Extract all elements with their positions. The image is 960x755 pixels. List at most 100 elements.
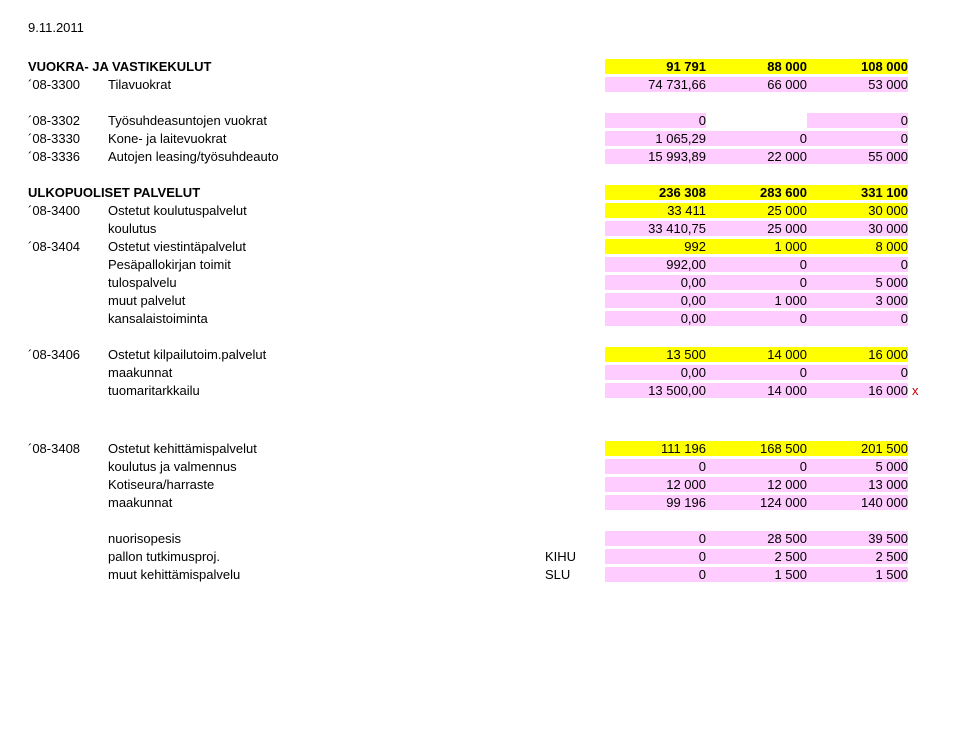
value-cell: 108 000 bbox=[807, 59, 908, 74]
account-row: ´08-3400Ostetut koulutuspalvelut 33 41125… bbox=[28, 201, 932, 219]
row-label: Autojen leasing/työsuhdeauto bbox=[108, 149, 545, 164]
row-label: Kotiseura/harraste bbox=[28, 477, 545, 492]
value-cell: 39 500 bbox=[807, 531, 908, 546]
value-cell: 1 500 bbox=[807, 567, 908, 582]
row-label: Pesäpallokirjan toimit bbox=[28, 257, 545, 272]
value-cell: 13 500 bbox=[605, 347, 706, 362]
value-cell: 1 000 bbox=[706, 239, 807, 254]
row-label: tuomaritarkkailu bbox=[28, 383, 545, 398]
row-label: maakunnat bbox=[28, 365, 545, 380]
sub-row: Pesäpallokirjan toimit992,0000 bbox=[28, 255, 932, 273]
value-cell: 0 bbox=[706, 257, 807, 272]
row-label: Ostetut kehittämispalvelut bbox=[108, 441, 545, 456]
row-label: Ostetut kilpailutoim.palvelut bbox=[108, 347, 545, 362]
account-code: ´08-3336 bbox=[28, 149, 108, 164]
value-cell: 1 500 bbox=[706, 567, 807, 582]
value-cell: 236 308 bbox=[605, 185, 706, 200]
value-cell: 0 bbox=[605, 531, 706, 546]
sub-row: kansalaistoiminta0,0000 bbox=[28, 309, 932, 327]
row-label: koulutus bbox=[28, 221, 545, 236]
value-cell: 1 065,29 bbox=[605, 131, 706, 146]
financial-table: VUOKRA- JA VASTIKEKULUT91 79188 000108 0… bbox=[28, 57, 932, 601]
value-cell: 124 000 bbox=[706, 495, 807, 510]
document-date: 9.11.2011 bbox=[28, 20, 932, 35]
value-cell: 0 bbox=[706, 459, 807, 474]
value-cell: 3 000 bbox=[807, 293, 908, 308]
value-cell: 992 bbox=[605, 239, 706, 254]
value-cell: 99 196 bbox=[605, 495, 706, 510]
value-cell: 140 000 bbox=[807, 495, 908, 510]
value-cell: 16 000 bbox=[807, 347, 908, 362]
account-row: ´08-3336Autojen leasing/työsuhdeauto 15 9… bbox=[28, 147, 932, 165]
value-cell: 5 000 bbox=[807, 275, 908, 290]
value-cell: 0 bbox=[706, 311, 807, 326]
row-label: pallon tutkimusproj. bbox=[28, 549, 545, 564]
value-cell: 0 bbox=[807, 311, 908, 326]
value-cell: 0 bbox=[807, 365, 908, 380]
value-cell: 28 500 bbox=[706, 531, 807, 546]
section-header: VUOKRA- JA VASTIKEKULUT91 79188 000108 0… bbox=[28, 57, 932, 75]
value-cell: 0 bbox=[807, 131, 908, 146]
value-cell: 0 bbox=[605, 113, 706, 128]
value-cell: 0,00 bbox=[605, 293, 706, 308]
value-cell: 0 bbox=[605, 459, 706, 474]
row-label: Tilavuokrat bbox=[108, 77, 545, 92]
value-cell: 0,00 bbox=[605, 311, 706, 326]
account-row: ´08-3406Ostetut kilpailutoim.palvelut13 … bbox=[28, 345, 932, 363]
value-cell: 55 000 bbox=[807, 149, 908, 164]
row-extra: SLU bbox=[545, 567, 605, 582]
value-cell: 0 bbox=[807, 257, 908, 272]
sub-row: muut palvelut 0,001 0003 000 bbox=[28, 291, 932, 309]
value-cell: 16 000 bbox=[807, 383, 908, 398]
value-cell: 0 bbox=[706, 365, 807, 380]
sub-row: muut kehittämispalveluSLU01 5001 500 bbox=[28, 565, 932, 583]
row-label: nuorisopesis bbox=[28, 531, 545, 546]
sub-row: Kotiseura/harraste12 00012 00013 000 bbox=[28, 475, 932, 493]
value-cell: 2 500 bbox=[706, 549, 807, 564]
value-cell: 0 bbox=[706, 131, 807, 146]
row-extra: KIHU bbox=[545, 549, 605, 564]
value-cell: 283 600 bbox=[706, 185, 807, 200]
value-cell: 53 000 bbox=[807, 77, 908, 92]
value-cell: 0 bbox=[605, 567, 706, 582]
row-label: kansalaistoiminta bbox=[28, 311, 545, 326]
value-cell: 201 500 bbox=[807, 441, 908, 456]
value-cell: 168 500 bbox=[706, 441, 807, 456]
value-cell: 25 000 bbox=[706, 221, 807, 236]
value-cell: 25 000 bbox=[706, 203, 807, 218]
account-code: ´08-3404 bbox=[28, 239, 108, 254]
value-cell: 111 196 bbox=[605, 441, 706, 456]
value-cell: 331 100 bbox=[807, 185, 908, 200]
account-row: ´08-3404Ostetut viestintäpalvelut9921 00… bbox=[28, 237, 932, 255]
account-row: ´08-3300Tilavuokrat74 731,6666 00053 000 bbox=[28, 75, 932, 93]
value-cell: 22 000 bbox=[706, 149, 807, 164]
account-code: ´08-3400 bbox=[28, 203, 108, 218]
value-cell: 13 500,00 bbox=[605, 383, 706, 398]
value-cell: 13 000 bbox=[807, 477, 908, 492]
value-cell: 33 411 bbox=[605, 203, 706, 218]
row-label: Kone- ja laitevuokrat bbox=[108, 131, 545, 146]
row-label: muut palvelut bbox=[28, 293, 545, 308]
value-cell: 2 500 bbox=[807, 549, 908, 564]
sub-row: maakunnat0,0000 bbox=[28, 363, 932, 381]
account-code: ´08-3408 bbox=[28, 441, 108, 456]
row-label: tulospalvelu bbox=[28, 275, 545, 290]
sub-row: tuomaritarkkailu13 500,0014 00016 000x bbox=[28, 381, 932, 399]
sub-row: tulospalvelu0,0005 000 bbox=[28, 273, 932, 291]
value-cell: 12 000 bbox=[706, 477, 807, 492]
value-cell: 15 993,89 bbox=[605, 149, 706, 164]
value-cell: 992,00 bbox=[605, 257, 706, 272]
value-cell: 33 410,75 bbox=[605, 221, 706, 236]
value-cell: 30 000 bbox=[807, 203, 908, 218]
section-header: ULKOPUOLISET PALVELUT236 308283 600331 1… bbox=[28, 183, 932, 201]
value-cell: 5 000 bbox=[807, 459, 908, 474]
sub-row: pallon tutkimusproj.KIHU02 5002 500 bbox=[28, 547, 932, 565]
value-cell: 14 000 bbox=[706, 383, 807, 398]
row-label: muut kehittämispalvelu bbox=[28, 567, 545, 582]
row-label: Ostetut koulutuspalvelut bbox=[108, 203, 545, 218]
row-label: Työsuhdeasuntojen vuokrat bbox=[108, 113, 545, 128]
account-row: ´08-3330Kone- ja laitevuokrat1 065,2900 bbox=[28, 129, 932, 147]
value-cell: 1 000 bbox=[706, 293, 807, 308]
account-code: ´08-3330 bbox=[28, 131, 108, 146]
value-cell: 0,00 bbox=[605, 275, 706, 290]
